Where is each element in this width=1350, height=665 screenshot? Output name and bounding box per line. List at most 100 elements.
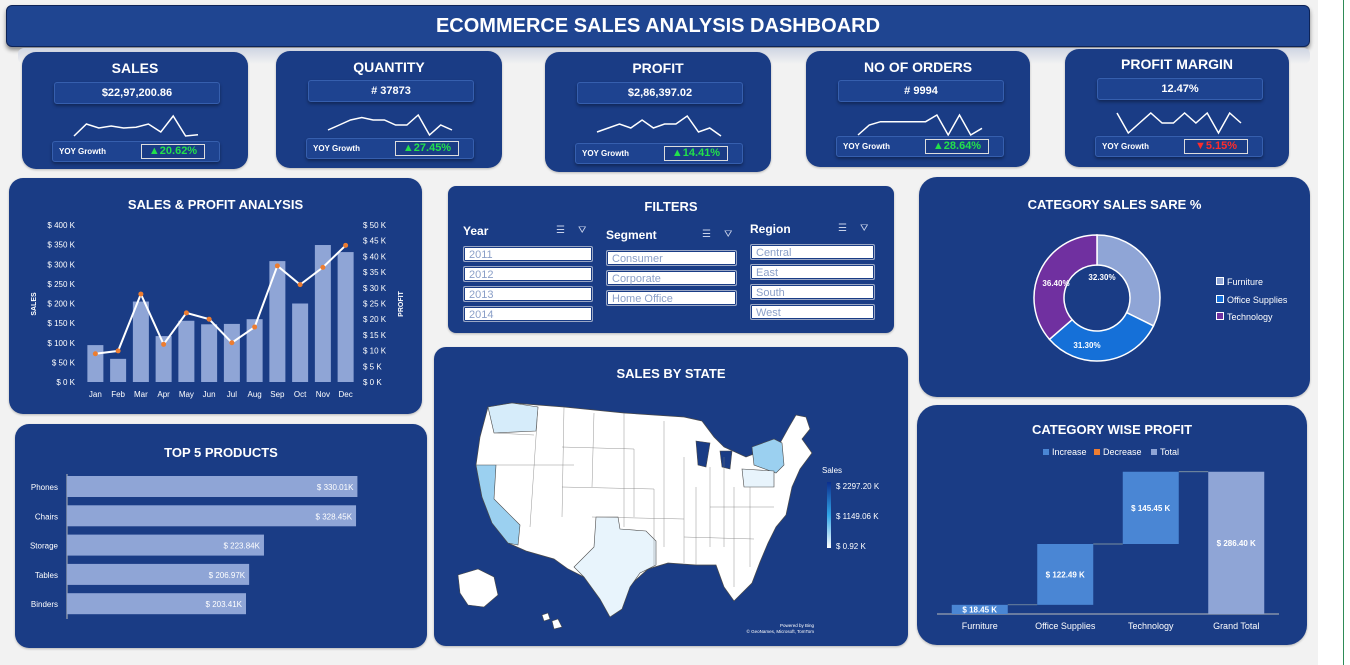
x-tick-label: Jun (203, 390, 216, 399)
sales-bar (110, 358, 127, 382)
kpi-card-sales: SALES $22,97,200.86 YOY Growth ▲20.62% (22, 52, 248, 169)
y-tick-label: $ 100 K (47, 339, 75, 348)
waterfall-bar (951, 604, 1008, 614)
slicer-item-year[interactable]: 2012 (463, 266, 593, 282)
sales-bar (223, 323, 240, 382)
profit-point (297, 282, 303, 288)
slicer-item-year[interactable]: 2014 (463, 306, 593, 322)
waterfall-bar (1208, 471, 1265, 614)
map-legend-mid: $ 1149.06 K (836, 512, 879, 521)
y-tick-label: $ 350 K (47, 241, 75, 250)
yoy-value: ▼5.15% (1184, 139, 1248, 154)
profit-point (274, 263, 280, 269)
sparkline (73, 114, 199, 137)
profit-point (92, 351, 98, 357)
x-tick-label: Furniture (962, 621, 998, 631)
value-label: $ 328.45K (316, 512, 353, 521)
slicer-item-region[interactable]: South (750, 284, 875, 300)
new-york-state (751, 438, 785, 474)
clear-filter-icon[interactable]: ⛛ (578, 225, 587, 236)
kpi-card-quantity: QUANTITY # 37873 YOY Growth ▲27.45% (276, 51, 502, 168)
slicer-header-year: Year (463, 224, 489, 238)
x-tick-label: Office Supplies (1035, 621, 1096, 631)
slicer-item-segment[interactable]: Home Office (606, 290, 737, 306)
legend-swatch (1151, 449, 1157, 455)
sparkline-chart (1116, 111, 1242, 135)
multi-select-icon[interactable]: ☰ (556, 225, 565, 236)
x-tick-label: Aug (248, 390, 262, 399)
sparkline-chart (857, 113, 983, 137)
donut-slice (1048, 311, 1155, 362)
sparkline (1116, 111, 1242, 135)
filters-panel: FILTERS Year ☰ ⛛ 2011 2012 2013 2014 Seg… (448, 186, 894, 333)
chart-title: CATEGORY SALES SARE % (1027, 197, 1202, 212)
yoy-box: YOY Growth ▲20.62% (52, 141, 220, 162)
kpi-title: NO OF ORDERS (863, 59, 973, 75)
slicer-item-segment[interactable]: Consumer (606, 250, 737, 266)
y2-tick-label: $ 20 K (363, 315, 387, 324)
yoy-value: ▲27.45% (395, 141, 459, 156)
california-state (475, 464, 521, 546)
map-title: SALES BY STATE (616, 366, 726, 381)
map-legend-gradient (827, 482, 831, 548)
category-label: Phones (31, 483, 58, 492)
y-tick-label: $ 250 K (47, 280, 75, 289)
kpi-value: 12.47% (1097, 78, 1263, 100)
legend-swatch (1094, 449, 1100, 455)
slicer-header-segment: Segment (606, 228, 657, 242)
y-axis-label: SALES (31, 292, 38, 316)
texas-state (573, 516, 657, 618)
clear-filter-icon[interactable]: ⛛ (724, 229, 733, 240)
category-label: Binders (31, 600, 58, 609)
profit-point (343, 242, 349, 248)
y2-tick-label: $ 10 K (363, 347, 387, 356)
map-legend-min: $ 0.92 K (836, 542, 866, 551)
product-bar (67, 563, 250, 585)
x-tick-label: Grand Total (1213, 621, 1259, 631)
multi-select-icon[interactable]: ☰ (838, 223, 847, 234)
slicer-header-region: Region (750, 222, 791, 236)
profit-point (206, 316, 212, 322)
slicer-item-segment[interactable]: Corporate (606, 270, 737, 286)
multi-select-icon[interactable]: ☰ (702, 229, 711, 240)
value-label: $ 145.45 K (1131, 504, 1170, 513)
sales-bar (337, 252, 354, 382)
sparkline-chart (327, 113, 453, 137)
x-tick-label: Mar (134, 390, 148, 399)
legend-swatch (1216, 277, 1224, 285)
slicer-item-year[interactable]: 2013 (463, 286, 593, 302)
kpi-card-profit: PROFIT $2,86,397.02 YOY Growth ▲14.41% (545, 52, 771, 172)
clear-filter-icon[interactable]: ⛛ (860, 223, 869, 234)
x-tick-label: Jan (89, 390, 102, 399)
product-bar (67, 505, 357, 527)
value-label: $ 203.41K (206, 600, 243, 609)
slicer-item-region[interactable]: East (750, 264, 875, 280)
sparkline (596, 114, 722, 137)
map-legend-max: $ 2297.20 K (836, 482, 880, 491)
slicer-item-region[interactable]: West (750, 304, 875, 320)
y2-tick-label: $ 50 K (363, 221, 387, 230)
yoy-label: YOY Growth (843, 142, 890, 151)
slicer-item-year[interactable]: 2011 (463, 246, 593, 262)
sales-map-panel: SALES BY STATE Sales $ 2297.20 K $ 1149.… (434, 347, 908, 646)
us-sales-map: Sales $ 2297.20 K $ 1149.06 K $ 0.92 K P… (457, 402, 880, 634)
sparkline (327, 113, 453, 137)
x-tick-label: May (179, 390, 194, 399)
value-label: $ 206.97K (209, 571, 246, 580)
profit-line (95, 244, 347, 355)
hawaii-shape (541, 612, 563, 630)
yoy-label: YOY Growth (59, 147, 106, 156)
yoy-label: YOY Growth (313, 144, 360, 153)
x-tick-label: Oct (294, 390, 307, 399)
legend-swatch (1216, 312, 1224, 320)
map-credit-geo: © GeoNames, Microsoft, TomTom (747, 628, 815, 634)
slicer-item-region[interactable]: Central (750, 244, 875, 260)
y-tick-label: $ 150 K (47, 319, 75, 328)
yoy-box: YOY Growth ▼5.15% (1095, 136, 1263, 157)
legend-item-decrease: Decrease (1094, 447, 1142, 457)
chart-title: CATEGORY WISE PROFIT (1031, 422, 1193, 437)
kpi-title: QUANTITY (353, 59, 425, 75)
legend-item: Technology (1216, 312, 1273, 322)
y2-axis-label: PROFIT (398, 290, 405, 316)
y2-tick-label: $ 0 K (363, 378, 382, 387)
